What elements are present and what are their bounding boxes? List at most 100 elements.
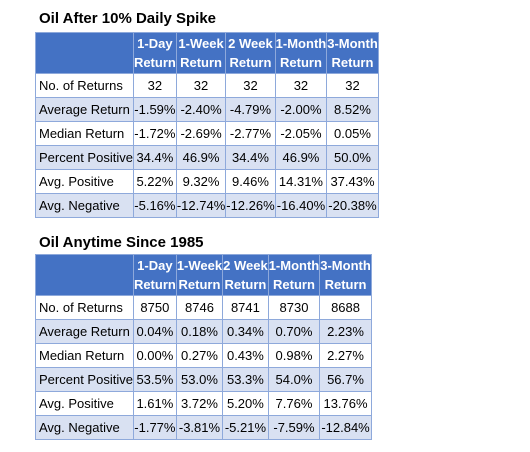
column-header: 1-Month Return [267,254,321,296]
table-cell: 56.7% [319,367,372,392]
table-cell: 2.23% [319,319,372,344]
table-row: No. of Returns 8750 8746 8741 8730 8688 [35,295,372,320]
table-cell: 3.72% [175,391,224,416]
anytime-returns-table: 1-Day Return 1-Week Return 2 Week Return 1-Mon… [35,254,372,440]
table-cell: -2.77% [225,121,276,146]
column-header-return: Return [229,55,272,70]
column-header-period: 1-Day [137,36,173,51]
table-cell: 2.27% [319,343,372,368]
header-row: 1-Day Return 1-Week Return 2 Week Return 1-Mon… [35,254,372,296]
table-row: Median Return 0.00% 0.27% 0.43% 0.98% 2.27% [35,343,372,368]
table-cell: 37.43% [326,169,379,194]
header-corner-cell [35,32,134,74]
row-label: Median Return [35,121,134,146]
table-cell: -5.21% [222,415,269,440]
row-label: Median Return [35,343,134,368]
table-cell: 0.00% [132,343,177,368]
table-cell: 9.46% [225,169,276,194]
table-cell: 8746 [175,295,224,320]
table-cell: 8741 [222,295,269,320]
column-header-period: 1-Week [176,258,223,273]
column-header: 3-Month Return [319,254,372,296]
column-header-period: 1-Month [275,36,327,51]
table-cell: 34.4% [132,145,177,170]
table-cell: 0.43% [222,343,269,368]
table-cell: 0.98% [267,343,321,368]
table-cell: 50.0% [326,145,379,170]
column-header-return: Return [331,55,374,70]
table-cell: -1.59% [132,97,177,122]
table-cell: -12.26% [225,193,276,218]
table-cell: -2.40% [175,97,227,122]
table-row: Median Return -1.72% -2.69% -2.77% -2.05% 0.0… [35,121,379,146]
row-label: No. of Returns [35,73,134,98]
row-label: No. of Returns [35,295,134,320]
table-cell: 32 [225,73,276,98]
table-cell: 34.4% [225,145,276,170]
table-cell: 0.05% [326,121,379,146]
table-cell: 0.18% [175,319,224,344]
table-cell: -4.79% [225,97,276,122]
column-header-period: 2 Week [223,258,268,273]
column-header-return: Return [133,55,176,70]
table-row: Avg. Positive 1.61% 3.72% 5.20% 7.76% 13.76% [35,391,372,416]
table-cell: -7.59% [267,415,321,440]
row-label: Average Return [35,319,134,344]
table-cell: -1.72% [132,121,177,146]
row-label: Avg. Positive [35,391,134,416]
table-cell: -2.00% [274,97,328,122]
column-header-return: Return [273,277,315,292]
table-cell: -16.40% [274,193,328,218]
table-cell: 8.52% [326,97,379,122]
table-cell: 0.04% [132,319,177,344]
row-label: Percent Positive [35,367,134,392]
column-header-return: Return [224,277,267,292]
table-cell: 14.31% [274,169,328,194]
column-header: 1-Week Return [175,32,227,74]
spike-returns-table: 1-Day Return 1-Week Return 2 Week Return 1-Mon… [35,32,379,218]
column-header-return: Return [180,55,222,70]
table-cell: -20.38% [326,193,379,218]
column-header: 1-Week Return [175,254,224,296]
row-label: Average Return [35,97,134,122]
column-header: 2 Week Return [222,254,269,296]
table-cell: 5.20% [222,391,269,416]
table-cell: 32 [175,73,227,98]
table-cell: 8750 [132,295,177,320]
column-header: 1-Month Return [274,32,328,74]
row-label: Avg. Positive [35,169,134,194]
table-cell: 0.34% [222,319,269,344]
table-cell: 53.0% [175,367,224,392]
table-cell: -3.81% [175,415,224,440]
table-cell: 1.61% [132,391,177,416]
table-cell: -12.74% [175,193,227,218]
table-cell: -12.84% [319,415,372,440]
table-row: Avg. Negative -1.77% -3.81% -5.21% -7.59% -12… [35,415,372,440]
table-cell: 53.5% [132,367,177,392]
table-cell: 32 [132,73,177,98]
column-header-period: 3-Month [327,36,378,51]
column-header-period: 2 Week [228,36,273,51]
table-cell: 46.9% [274,145,328,170]
table-cell: 46.9% [175,145,227,170]
table-row: Average Return -1.59% -2.40% -4.79% -2.00% 8.… [35,97,379,122]
table-row: Avg. Negative -5.16% -12.74% -12.26% -16.40%… [35,193,379,218]
table-cell: 5.22% [132,169,177,194]
table-cell: 53.3% [222,367,269,392]
column-header-period: 3-Month [320,258,371,273]
row-label: Avg. Negative [35,193,134,218]
table-cell: 8730 [267,295,321,320]
table-cell: -2.69% [175,121,227,146]
column-header: 1-Day Return [132,32,177,74]
table-title: Oil Anytime Since 1985 [39,234,204,251]
header-corner-cell [35,254,134,296]
table-cell: 54.0% [267,367,321,392]
column-header-return: Return [280,55,322,70]
table-cell: 9.32% [175,169,227,194]
column-header-period: 1-Week [178,36,224,51]
table-cell: 13.76% [319,391,372,416]
table-row: No. of Returns 32 32 32 32 32 [35,73,379,98]
table-cell: 0.27% [175,343,224,368]
table-row: Percent Positive 53.5% 53.0% 53.3% 54.0% 56.7… [35,367,372,392]
table-title: Oil After 10% Daily Spike [39,10,217,27]
